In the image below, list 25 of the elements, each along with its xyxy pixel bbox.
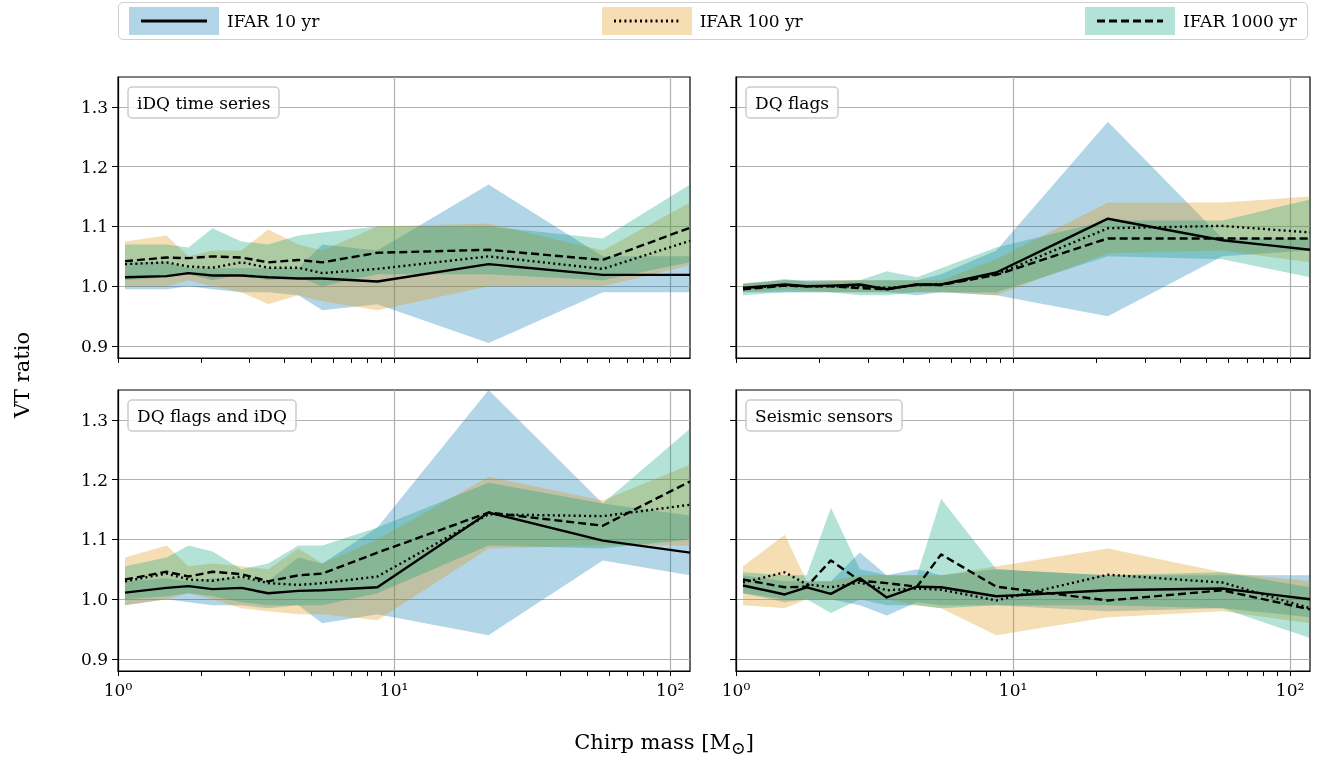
y-tick-label: 0.9 (80, 336, 108, 357)
text: DQ flags and iDQ (137, 405, 287, 426)
y-tick-label: 1.2 (80, 469, 108, 490)
legend-label: IFAR 1000 yr (1183, 11, 1297, 31)
y-tick-label: 1.3 (80, 409, 108, 430)
y-tick-label: 1.0 (80, 276, 108, 297)
x-axis-title: Chirp mass [M$_{⊙}$] (574, 729, 754, 759)
legend-label: IFAR 100 yr (699, 11, 803, 31)
x-tick-label: 10² (1275, 679, 1305, 700)
y-tick-label: 1.0 (80, 589, 108, 610)
x-tick-label: 10¹ (998, 679, 1028, 700)
x-tick-label: 10⁰ (103, 679, 133, 700)
y-tick-label: 0.9 (80, 649, 108, 670)
x-tick-label: 10⁰ (721, 679, 751, 700)
y-axis-title: VT ratio (10, 331, 34, 419)
x-tick-label: 10² (655, 679, 685, 700)
y-tick-label: 1.1 (80, 216, 108, 237)
y-tick-label: 1.1 (80, 529, 108, 550)
text: DQ flags (755, 92, 830, 113)
text: iDQ time series (137, 92, 271, 113)
legend-label: IFAR 10 yr (227, 11, 320, 31)
text: Seismic sensors (755, 405, 893, 426)
x-tick-label: 10¹ (379, 679, 409, 700)
y-tick-label: 1.3 (80, 96, 108, 117)
y-tick-label: 1.2 (80, 156, 108, 177)
